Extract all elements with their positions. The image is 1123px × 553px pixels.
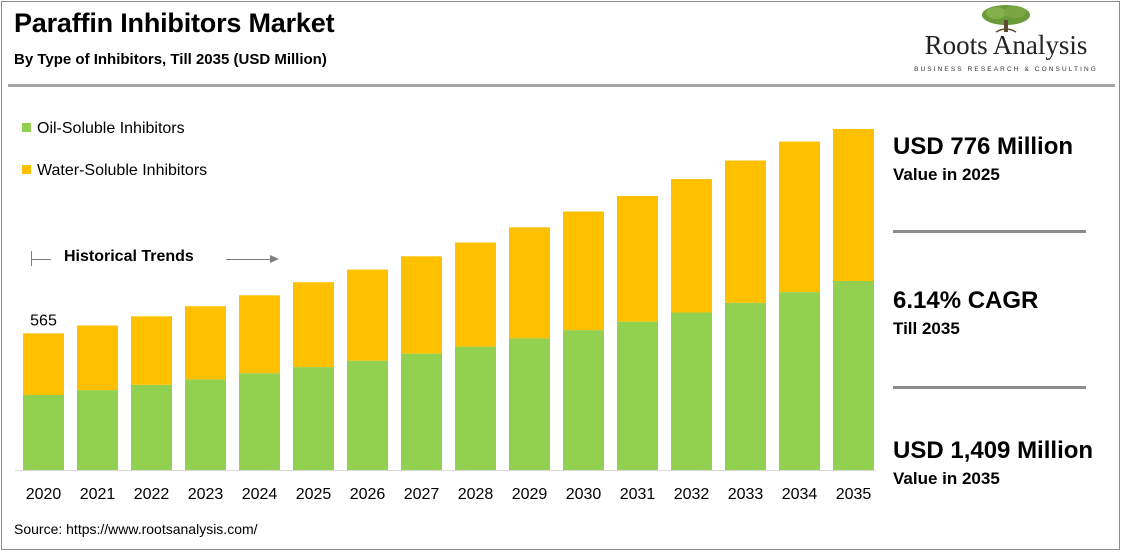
bar-oil-soluble-2034 <box>779 292 820 470</box>
stat-2035-label: Value in 2035 <box>893 469 1000 488</box>
bar-oil-soluble-2025 <box>293 367 334 470</box>
x-tick-label-2026: 2026 <box>350 486 386 503</box>
bar-water-soluble-2026 <box>347 269 388 361</box>
historical-line-right <box>226 259 276 260</box>
x-tick-label-2020: 2020 <box>26 486 62 503</box>
bar-water-soluble-2027 <box>401 256 442 354</box>
bar-water-soluble-2030 <box>563 211 604 331</box>
stat-cagr-value: 6.14% CAGR <box>893 287 1039 314</box>
bar-oil-soluble-2035 <box>833 281 874 470</box>
bar-water-soluble-2033 <box>725 160 766 303</box>
bar-oil-soluble-2023 <box>185 379 226 470</box>
stat-value-2035: USD 1,409 Million Value in 2035 <box>893 437 1093 489</box>
side-divider-1 <box>893 230 1086 233</box>
historical-start-tick <box>31 251 32 266</box>
side-divider-2 <box>893 386 1086 389</box>
bar-oil-soluble-2030 <box>563 330 604 470</box>
bar-water-soluble-2032 <box>671 179 712 313</box>
logo-name: Roots Analysis <box>924 30 1088 60</box>
x-tick-label-2034: 2034 <box>782 486 818 503</box>
bar-water-soluble-2022 <box>131 316 172 385</box>
historical-trends-label: Historical Trends <box>64 248 194 265</box>
bar-oil-soluble-2024 <box>239 373 280 470</box>
historical-line-left <box>31 259 51 260</box>
x-tick-label-2021: 2021 <box>80 486 116 503</box>
chart-subtitle: By Type of Inhibitors, Till 2035 (USD Mi… <box>14 51 327 68</box>
bar-water-soluble-2034 <box>779 141 820 293</box>
bar-water-soluble-2025 <box>293 282 334 368</box>
bar-oil-soluble-2026 <box>347 360 388 470</box>
bar-oil-soluble-2020 <box>23 395 64 470</box>
bar-oil-soluble-2028 <box>455 346 496 470</box>
stat-2025-value: USD 776 Million <box>893 133 1074 160</box>
stat-cagr: 6.14% CAGR Till 2035 <box>893 287 1038 339</box>
bar-water-soluble-2020 <box>23 333 64 395</box>
x-tick-label-2027: 2027 <box>404 486 440 503</box>
x-tick-label-2032: 2032 <box>674 486 710 503</box>
bar-water-soluble-2031 <box>617 196 658 322</box>
tree-icon <box>982 5 1030 33</box>
bar-water-soluble-2029 <box>509 227 550 339</box>
chart-title: Paraffin Inhibitors Market <box>14 8 335 38</box>
header-divider <box>8 84 1115 87</box>
x-tick-label-2023: 2023 <box>188 486 224 503</box>
legend-item-oil-soluble: Oil-Soluble Inhibitors <box>22 120 185 138</box>
x-tick-label-2024: 2024 <box>242 486 278 503</box>
stat-value-2025: USD 776 Million Value in 2025 <box>893 133 1073 185</box>
bar-oil-soluble-2027 <box>401 353 442 470</box>
bar-oil-soluble-2033 <box>725 302 766 470</box>
x-tick-label-2028: 2028 <box>458 486 494 503</box>
bar-water-soluble-2024 <box>239 295 280 374</box>
x-tick-label-2030: 2030 <box>566 486 602 503</box>
bar-oil-soluble-2031 <box>617 321 658 470</box>
bar-water-soluble-2028 <box>455 242 496 347</box>
bar-oil-soluble-2032 <box>671 312 712 470</box>
legend-label-oil-soluble: Oil-Soluble Inhibitors <box>37 120 185 137</box>
bar-water-soluble-2021 <box>77 325 118 391</box>
stat-2035-value: USD 1,409 Million <box>893 437 1094 464</box>
bar-oil-soluble-2022 <box>131 384 172 470</box>
data-label-2020: 565 <box>30 312 57 329</box>
header: Paraffin Inhibitors Market By Type of In… <box>0 0 1123 85</box>
legend-item-water-soluble: Water-Soluble Inhibitors <box>22 162 207 180</box>
stat-cagr-label: Till 2035 <box>893 319 960 338</box>
legend-swatch-water-soluble <box>22 165 31 174</box>
arrow-right-icon <box>270 255 279 263</box>
x-tick-label-2025: 2025 <box>296 486 332 503</box>
bar-oil-soluble-2021 <box>77 390 118 470</box>
x-tick-label-2022: 2022 <box>134 486 170 503</box>
bar-oil-soluble-2029 <box>509 338 550 470</box>
legend-label-water-soluble: Water-Soluble Inhibitors <box>37 162 208 179</box>
brand-logo: Roots Analysis BUSINESS RESEARCH & CONSU… <box>900 5 1112 76</box>
x-tick-label-2035: 2035 <box>836 486 872 503</box>
logo-tagline: BUSINESS RESEARCH & CONSULTING <box>914 66 1098 73</box>
x-tick-label-2033: 2033 <box>728 486 764 503</box>
x-tick-label-2029: 2029 <box>512 486 548 503</box>
historical-trends-annotation: Historical Trends <box>28 248 288 270</box>
bar-water-soluble-2035 <box>833 129 874 281</box>
x-tick-label-2031: 2031 <box>620 486 656 503</box>
stat-2025-label: Value in 2025 <box>893 165 1000 184</box>
source-note: Source: https://www.rootsanalysis.com/ <box>14 521 258 537</box>
bar-water-soluble-2023 <box>185 306 226 380</box>
legend-swatch-oil-soluble <box>22 123 31 132</box>
